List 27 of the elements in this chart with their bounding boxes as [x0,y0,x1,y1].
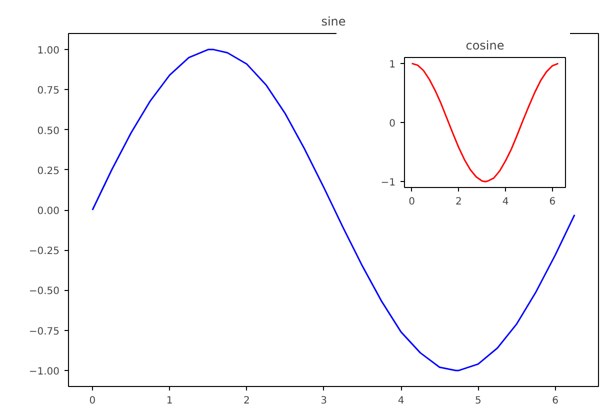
y-tick-label: 0.25 [37,166,60,177]
y-tick-label: 0.50 [37,126,60,137]
y-tick-label: −0.75 [28,326,60,338]
x-tick-label: 0 [89,396,96,406]
x-tick-label: 0 [408,196,415,208]
y-tick-label: 0 [389,118,396,130]
x-tick-label: 2 [455,196,462,208]
x-tick-label: 2 [244,396,250,406]
chart-title: sine [321,14,346,28]
y-tick-label: 0.00 [37,206,60,217]
y-tick-label: 1 [389,59,396,70]
y-tick-label: −0.25 [28,246,60,258]
y-tick-label: −1.00 [28,366,60,378]
x-tick-label: 4 [502,196,509,208]
line-series [92,48,576,372]
y-tick-label: −1 [380,178,396,189]
x-tick-label: 3 [320,396,328,406]
y-tick-label: 1.00 [37,46,60,57]
line-series [411,62,559,182]
x-tick-label: 5 [474,396,482,406]
x-tick-label: 4 [398,396,404,406]
chart-title: cosine [466,38,504,52]
x-tick-label: 1 [166,396,173,406]
x-tick-label: 6 [552,396,558,406]
y-tick-label: 0.75 [37,86,60,97]
y-tick-label: −0.50 [28,286,60,298]
x-tick-label: 6 [549,196,556,208]
